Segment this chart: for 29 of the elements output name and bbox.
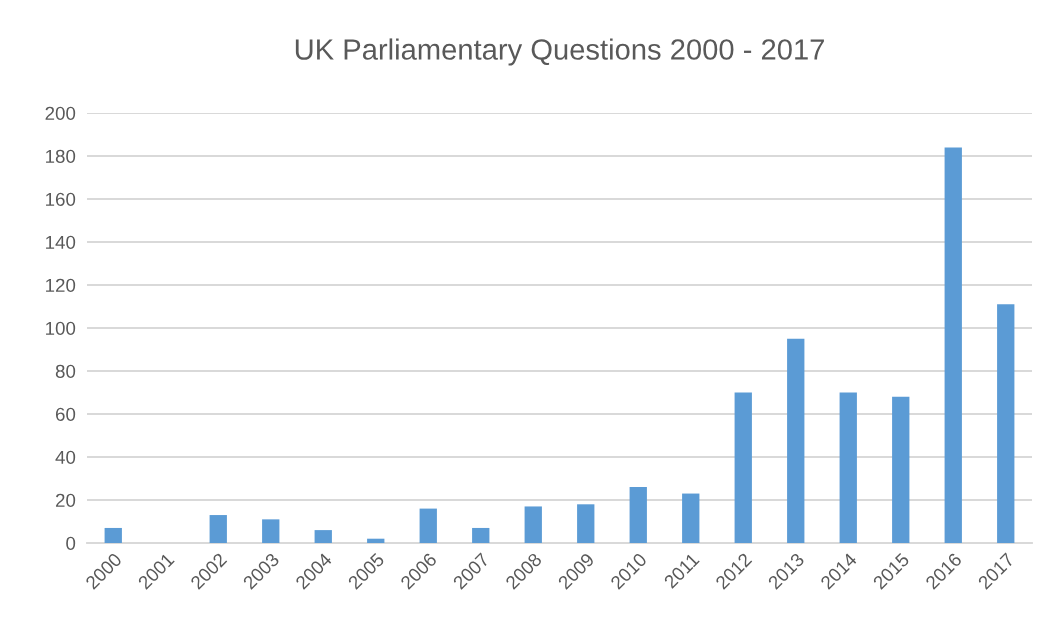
bar [524, 506, 542, 543]
bar [892, 396, 910, 543]
y-tick-label: 120 [46, 278, 76, 292]
bar [209, 515, 227, 543]
y-tick-label: 180 [46, 149, 76, 163]
bar [787, 338, 805, 543]
bar [944, 147, 962, 543]
y-tick-label: 100 [46, 321, 76, 335]
bar [419, 508, 437, 543]
y-tick-label: 20 [55, 493, 76, 507]
y-tick-label: 40 [55, 450, 76, 464]
bar [682, 493, 700, 543]
bar [839, 392, 857, 543]
y-tick-label: 80 [55, 364, 76, 378]
bar [262, 519, 280, 543]
bar [734, 392, 752, 543]
bar [472, 527, 490, 543]
y-tick-label: 0 [66, 536, 76, 550]
bar [629, 487, 647, 543]
y-tick-label: 60 [55, 407, 76, 421]
chart-title: UK Parliamentary Questions 2000 - 2017 [295, 38, 824, 66]
y-tick-label: 140 [46, 235, 76, 249]
bar [367, 538, 385, 543]
y-tick-label: 160 [46, 192, 76, 206]
bar [314, 530, 332, 543]
y-tick-label: 200 [45, 106, 76, 120]
bar [577, 504, 595, 543]
bar [104, 527, 122, 543]
bar [997, 304, 1015, 543]
